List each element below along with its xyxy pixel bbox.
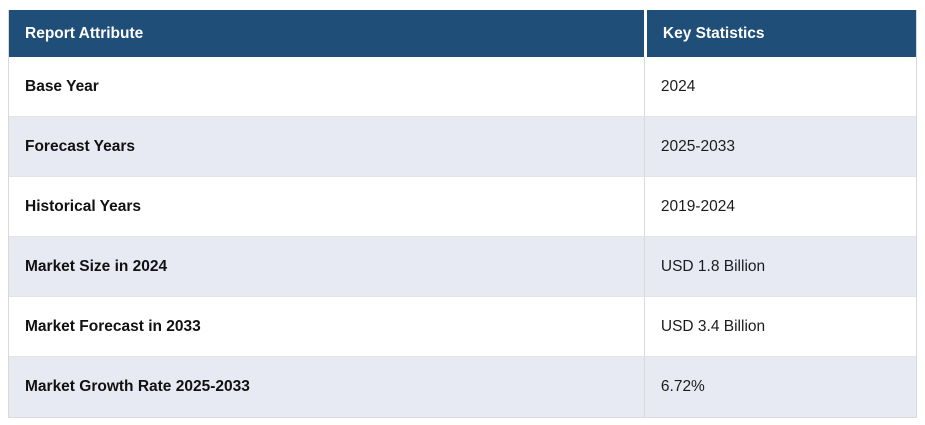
row-attribute-label: Market Size in 2024 xyxy=(25,257,168,275)
report-summary-table: Report Attribute Key Statistics Base Yea… xyxy=(8,10,917,418)
row-attribute-label: Market Forecast in 2033 xyxy=(25,317,201,335)
row-value: 2024 xyxy=(643,57,916,116)
table-row: Market Size in 2024 USD 1.8 Billion xyxy=(9,237,916,297)
column-header-key-statistics: Key Statistics xyxy=(643,10,916,57)
row-value: USD 1.8 Billion xyxy=(643,237,916,296)
table-header-row: Report Attribute Key Statistics xyxy=(9,10,916,57)
table-row: Market Growth Rate 2025-2033 6.72% xyxy=(9,357,916,417)
row-value: USD 3.4 Billion xyxy=(643,297,916,356)
row-attribute-label: Base Year xyxy=(25,77,99,95)
table-row: Historical Years 2019-2024 xyxy=(9,177,916,237)
table-row: Forecast Years 2025-2033 xyxy=(9,117,916,177)
table-row: Market Forecast in 2033 USD 3.4 Billion xyxy=(9,297,916,357)
table-row: Base Year 2024 xyxy=(9,57,916,117)
row-attribute-label: Market Growth Rate 2025-2033 xyxy=(25,378,250,395)
row-value: 6.72% xyxy=(643,357,916,417)
row-value: 2019-2024 xyxy=(643,177,916,236)
row-value: 2025-2033 xyxy=(643,117,916,176)
row-attribute-label: Forecast Years xyxy=(25,137,136,155)
column-header-report-attribute: Report Attribute xyxy=(9,10,644,57)
row-attribute-label: Historical Years xyxy=(25,197,142,215)
